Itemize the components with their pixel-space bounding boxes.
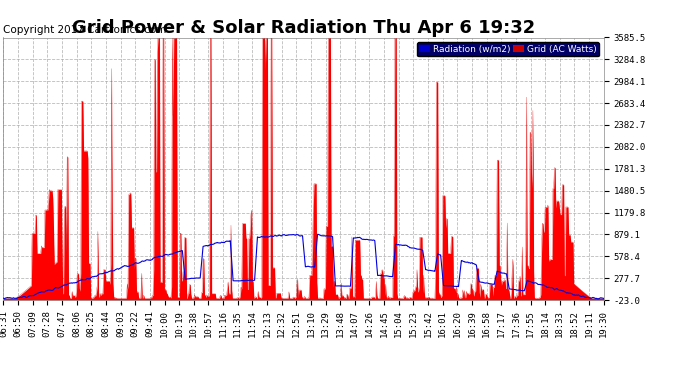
Text: Copyright 2017 Cartronics.com: Copyright 2017 Cartronics.com [3,25,167,35]
Title: Grid Power & Solar Radiation Thu Apr 6 19:32: Grid Power & Solar Radiation Thu Apr 6 1… [72,20,535,38]
Legend: Radiation (w/m2), Grid (AC Watts): Radiation (w/m2), Grid (AC Watts) [417,42,599,56]
